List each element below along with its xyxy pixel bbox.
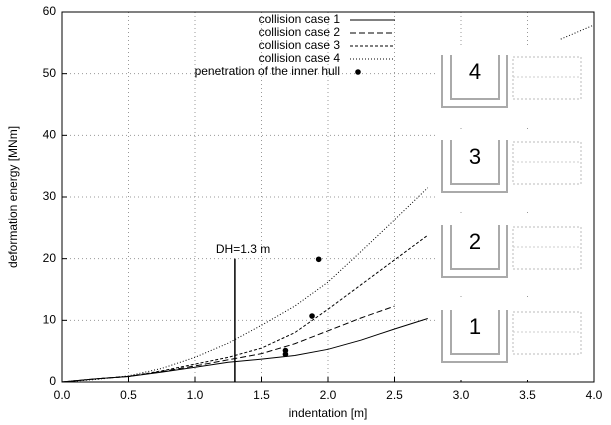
y-tick-label: 60 — [43, 4, 57, 18]
x-tick-label: 2.5 — [386, 388, 403, 402]
x-tick-label: 1.0 — [187, 388, 204, 402]
y-tick-label: 20 — [43, 251, 57, 265]
x-tick-label: 4.0 — [586, 388, 603, 402]
inset-label: 4 — [469, 59, 481, 84]
y-tick-label: 0 — [49, 374, 56, 388]
x-axis-label: indentation [m] — [289, 406, 368, 420]
y-tick-label: 10 — [43, 313, 57, 327]
x-tick-label: 0.0 — [54, 388, 71, 402]
inset-label: 3 — [469, 144, 481, 169]
y-tick-label: 30 — [43, 189, 57, 203]
legend-label: collision case 4 — [259, 51, 341, 65]
penetration-point — [316, 256, 322, 262]
legend-label: penetration of the inner hull — [195, 64, 340, 78]
penetration-point — [283, 348, 289, 354]
legend-swatch — [355, 69, 361, 75]
penetration-point — [309, 313, 315, 319]
legend-label: collision case 1 — [259, 12, 341, 26]
x-tick-label: 3.5 — [519, 388, 536, 402]
x-tick-label: 0.5 — [120, 388, 137, 402]
x-tick-label: 3.0 — [453, 388, 470, 402]
inset-label: 1 — [469, 314, 481, 339]
annotation-label: DH=1.3 m — [216, 242, 270, 256]
legend-label: collision case 2 — [259, 25, 341, 39]
legend-label: collision case 3 — [259, 38, 341, 52]
y-axis-label: deformation energy [MNm] — [6, 126, 20, 268]
x-tick-label: 2.0 — [320, 388, 337, 402]
chart: indentation [m] deformation energy [MNm]… — [0, 0, 611, 425]
x-tick-label: 1.5 — [253, 388, 270, 402]
y-tick-label: 50 — [43, 66, 57, 80]
inset-label: 2 — [469, 229, 481, 254]
y-tick-label: 40 — [43, 128, 57, 142]
